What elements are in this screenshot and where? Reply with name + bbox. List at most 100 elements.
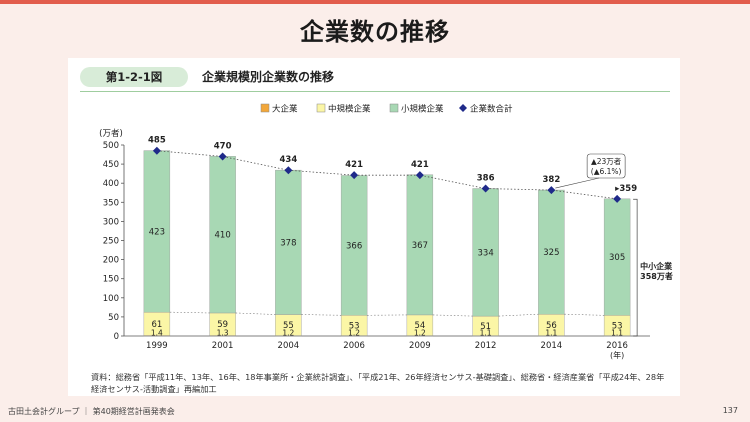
total-marker-2009 — [415, 171, 424, 180]
total-marker-2004 — [284, 166, 293, 175]
top-accent-bar — [0, 0, 750, 4]
total-label-2012: 386 — [477, 174, 495, 184]
decrease-callout-line1: ▲23万者 — [591, 157, 622, 166]
label-large-1999: 1.4 — [151, 329, 163, 338]
label-medium-2006: 53 — [349, 321, 360, 331]
y-tick-label-250: 250 — [103, 237, 119, 247]
legend-marker-3 — [459, 104, 467, 112]
label-small-2009: 367 — [412, 241, 428, 251]
bar-small-2012 — [472, 188, 499, 317]
bar-small-2016 — [603, 198, 631, 316]
x-tick-label-2012: 2012 — [475, 341, 497, 351]
legend-swatch-1 — [316, 103, 326, 113]
figure-divider — [80, 91, 670, 92]
x-tick-label-2001: 2001 — [212, 341, 234, 351]
label-large-2016: 1.1 — [611, 329, 623, 338]
total-line — [156, 150, 618, 200]
y-tick-label-400: 400 — [103, 179, 119, 189]
label-small-2006: 366 — [346, 241, 362, 251]
y-tick-label-200: 200 — [103, 256, 119, 266]
total-marker-2012 — [481, 184, 490, 193]
medium-guide-0 — [169, 311, 210, 314]
legend-label-0: 大企業 — [272, 104, 298, 115]
x-tick-label-2009: 2009 — [409, 341, 431, 351]
x-axis-unit: (年) — [610, 350, 624, 360]
x-tick-label-2016: 2016 — [606, 341, 628, 351]
y-tick-label-50: 50 — [108, 313, 119, 323]
legend-label-2: 小規模企業 — [401, 104, 444, 115]
label-small-1999: 423 — [149, 227, 165, 237]
figure-header: 第1-2-1図 企業規模別企業数の推移 — [80, 67, 380, 87]
page-title: 企業数の推移 — [300, 18, 450, 46]
x-tick-label-2006: 2006 — [343, 341, 365, 351]
label-large-2012: 1.1 — [480, 329, 492, 338]
label-medium-2001: 59 — [217, 320, 228, 330]
label-small-2014: 325 — [543, 248, 559, 258]
total-label-2004: 434 — [280, 155, 298, 165]
medium-guide-5 — [498, 313, 539, 317]
bar-small-2014 — [538, 189, 565, 315]
sme-bracket — [633, 198, 638, 337]
legend-swatch-2 — [389, 103, 399, 113]
legend-label-1: 中規模企業 — [328, 104, 371, 115]
bar-small-2001 — [209, 156, 236, 314]
label-medium-2012: 51 — [480, 322, 491, 332]
bar-small-1999 — [143, 150, 171, 313]
figure-panel: 第1-2-1図 企業規模別企業数の推移 大企業 中規模企業 小規模企業 企業数合計 0 5… — [68, 58, 680, 396]
sme-label-line1: 中小企業 — [640, 261, 673, 271]
label-large-2009: 1.2 — [414, 329, 426, 338]
legend-swatch-0 — [260, 103, 270, 113]
medium-guide-4 — [432, 314, 473, 317]
decrease-callout-line2: (▲6.1%) — [591, 167, 622, 176]
bar-small-2009 — [406, 174, 434, 316]
y-axis-unit: (万者) — [99, 129, 123, 139]
legend-label-3: 企業数合計 — [470, 104, 513, 115]
page-number: 137 — [722, 406, 738, 415]
figure-title: 企業規模別企業数の推移 — [202, 70, 335, 84]
label-medium-2009: 54 — [414, 321, 425, 331]
label-medium-1999: 61 — [151, 320, 162, 330]
label-large-2006: 1.2 — [348, 329, 360, 338]
total-marker-1999 — [152, 146, 161, 155]
y-tick-label-500: 500 — [103, 141, 119, 151]
total-label-2009: 421 — [411, 160, 429, 170]
label-large-2001: 1.3 — [217, 329, 229, 338]
y-tick-label-300: 300 — [103, 217, 119, 227]
footer-text: 古田土会計グループ ｜ 第40期経営計画発表会 — [8, 407, 175, 416]
x-tick-label-2014: 2014 — [541, 341, 563, 351]
medium-guide-2 — [301, 314, 342, 316]
y-tick-label-100: 100 — [103, 294, 119, 304]
total-label-2014: 382 — [543, 175, 561, 185]
total-label-1999: 485 — [148, 136, 166, 146]
medium-guide-1 — [235, 312, 276, 315]
bar-small-2006 — [340, 175, 368, 316]
total-marker-2001 — [218, 152, 227, 161]
label-medium-2014: 56 — [546, 321, 557, 331]
y-tick-label-0: 0 — [114, 332, 119, 342]
y-tick-label-450: 450 — [103, 160, 119, 170]
total-label-2016: ▸359 — [615, 184, 637, 194]
label-large-2004: 1.2 — [282, 329, 294, 338]
total-marker-2016 — [613, 194, 622, 203]
sme-label-line2: 358万者 — [640, 271, 673, 281]
x-tick-label-1999: 1999 — [146, 341, 168, 351]
enterprise-count-chart: 大企業 中規模企業 小規模企業 企業数合計 0 50 100 150 200 250 300 350 4… — [99, 103, 673, 361]
decrease-callout-box — [586, 153, 626, 179]
decrease-callout-pointer — [555, 177, 600, 189]
label-small-2016: 305 — [609, 253, 625, 263]
total-label-2006: 421 — [345, 160, 363, 170]
medium-guide-6 — [564, 313, 605, 316]
label-small-2001: 410 — [215, 231, 231, 241]
total-label-2001: 470 — [214, 141, 232, 151]
x-tick-label-2004: 2004 — [278, 341, 300, 351]
source-note: 資料：総務省「平成11年、13年、16年、18年事業所・企業統計調査」、「平成2… — [91, 372, 665, 394]
y-tick-label-150: 150 — [103, 275, 119, 285]
label-medium-2004: 55 — [283, 321, 294, 331]
bar-small-2004 — [275, 169, 302, 315]
figure-label: 第1-2-1図 — [80, 67, 188, 87]
label-large-2014: 1.1 — [545, 329, 557, 338]
total-marker-2014 — [547, 186, 556, 195]
total-marker-2006 — [350, 171, 359, 180]
label-small-2012: 334 — [478, 248, 494, 258]
label-small-2004: 378 — [280, 238, 296, 248]
